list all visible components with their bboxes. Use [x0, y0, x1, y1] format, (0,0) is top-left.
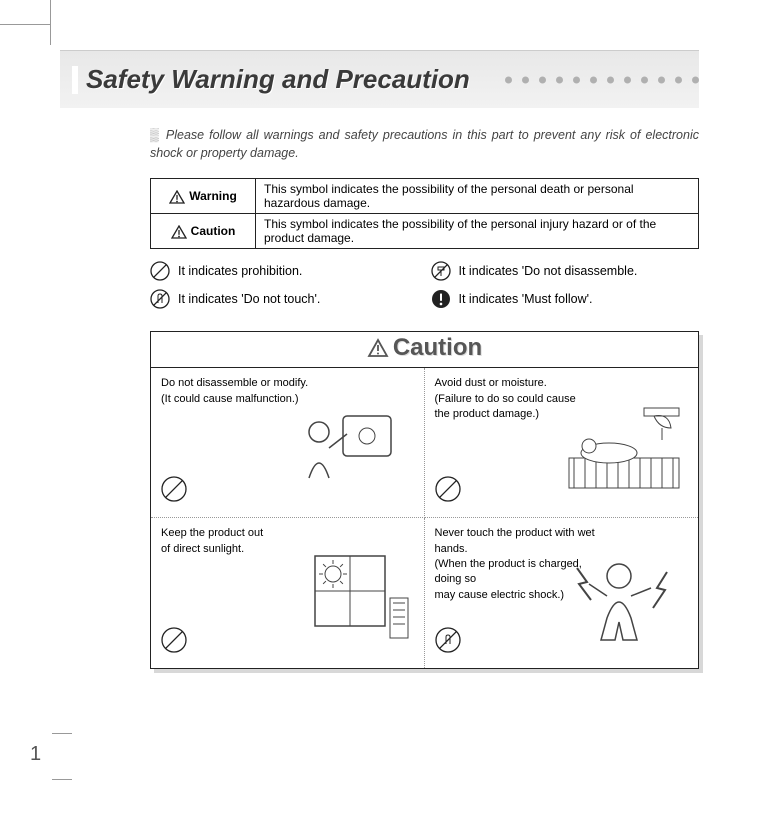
symbol-legend: It indicates prohibition. It indicates 'D…	[150, 261, 699, 309]
prohibit-icon	[161, 476, 187, 507]
caution-panel: Do not disassemble or modify.(It could c…	[151, 368, 425, 518]
header-dots	[505, 76, 699, 83]
intro-body: Please follow all warnings and safety pr…	[150, 128, 699, 160]
prohibit-icon	[435, 476, 461, 507]
content-area: ▒ Please follow all warnings and safety …	[60, 108, 699, 669]
definition-desc: This symbol indicates the possibility of…	[256, 179, 699, 214]
panel-illustration	[559, 398, 690, 498]
page: Safety Warning and Precaution ▒ Please f…	[60, 50, 699, 786]
definition-desc: This symbol indicates the possibility of…	[256, 214, 699, 249]
header-dot	[556, 76, 563, 83]
intro-marker: ▒	[150, 128, 157, 142]
header-dot	[641, 76, 648, 83]
prohibit-icon	[161, 627, 187, 658]
caution-header: Caution	[151, 332, 698, 368]
header-dot	[505, 76, 512, 83]
no-touch-icon	[150, 289, 170, 309]
header-dot	[624, 76, 631, 83]
panel-illustration	[285, 398, 416, 498]
intro-text: ▒ Please follow all warnings and safety …	[150, 126, 699, 162]
header-dot	[607, 76, 614, 83]
panel-illustration	[285, 548, 416, 648]
caution-panels: Do not disassemble or modify.(It could c…	[151, 368, 698, 668]
must-icon	[431, 289, 451, 309]
page-number: 1	[30, 743, 41, 766]
caution-panel: Avoid dust or moisture.(Failure to do so…	[425, 368, 699, 518]
caution-title: Caution	[393, 334, 482, 362]
header-dot	[522, 76, 529, 83]
legend-text: It indicates 'Must follow'.	[459, 292, 593, 306]
caution-panel: Never touch the product with wet hands.(…	[425, 518, 699, 668]
no-disassemble-icon	[431, 261, 451, 281]
caution-box: Caution Do not disassemble or modify.(It…	[150, 331, 699, 669]
header-dot	[539, 76, 546, 83]
legend-item: It indicates 'Do not touch'.	[150, 289, 419, 309]
legend-text: It indicates 'Do not touch'.	[178, 292, 320, 306]
header-tab: Safety Warning and Precaution	[72, 64, 470, 95]
warning-triangle-icon	[367, 338, 389, 358]
page-title: Safety Warning and Precaution	[86, 64, 470, 95]
header-bar: Safety Warning and Precaution	[60, 50, 699, 108]
legend-text: It indicates prohibition.	[178, 264, 302, 278]
definition-label: Caution	[151, 214, 256, 249]
legend-text: It indicates 'Do not disassemble.	[459, 264, 638, 278]
definitions-table: WarningThis symbol indicates the possibi…	[150, 178, 699, 249]
header-dot	[658, 76, 665, 83]
header-accent	[72, 66, 78, 94]
header-dot	[692, 76, 699, 83]
no-touch-icon	[435, 627, 461, 658]
header-dot	[675, 76, 682, 83]
header-dot	[573, 76, 580, 83]
legend-item: It indicates prohibition.	[150, 261, 419, 281]
panel-illustration	[559, 548, 690, 648]
definition-row: WarningThis symbol indicates the possibi…	[151, 179, 699, 214]
header-dot	[590, 76, 597, 83]
legend-item: It indicates 'Do not disassemble.	[431, 261, 700, 281]
definition-label: Warning	[151, 179, 256, 214]
legend-item: It indicates 'Must follow'.	[431, 289, 700, 309]
prohibit-icon	[150, 261, 170, 281]
definition-row: CautionThis symbol indicates the possibi…	[151, 214, 699, 249]
caution-panel: Keep the product outof direct sunlight.	[151, 518, 425, 668]
